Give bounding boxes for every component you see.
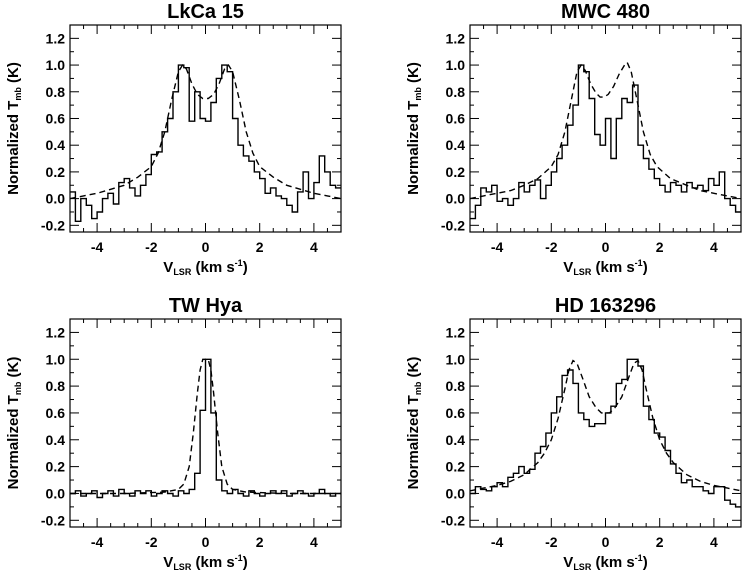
y-tick-label: 1.2 <box>446 324 466 340</box>
y-tick-label: 0.2 <box>446 459 466 475</box>
x-axis-label: VLSR (km s-1) <box>563 553 647 572</box>
y-tick-label: 0.4 <box>446 432 466 448</box>
panel-title: HD 163296 <box>555 295 656 317</box>
y-tick-label: 0.6 <box>46 110 66 126</box>
x-tick-label: 4 <box>310 534 318 550</box>
x-tick-label: -4 <box>491 239 504 255</box>
model-dashed-line <box>70 358 341 495</box>
y-tick-label: 1.0 <box>446 57 466 73</box>
plot-area <box>470 358 741 508</box>
y-tick-label: 0.4 <box>46 432 66 448</box>
x-tick-label: 0 <box>202 239 210 255</box>
y-tick-label: -0.2 <box>41 512 65 528</box>
y-tick-label: -0.2 <box>441 217 465 233</box>
plot-frame <box>69 24 342 233</box>
observed-spectrum-line <box>70 64 341 222</box>
y-tick-label: 1.2 <box>46 30 66 46</box>
y-tick-label: 0.4 <box>446 137 466 153</box>
plot-area <box>470 61 741 220</box>
y-tick-label: 1.0 <box>46 57 66 73</box>
y-tick-label: 1.0 <box>46 351 66 367</box>
x-tick-label: -4 <box>91 239 104 255</box>
x-tick-label: -4 <box>491 534 504 550</box>
model-dashed-line <box>470 359 741 492</box>
y-tick-label: 0.0 <box>46 485 66 501</box>
panel-title: MWC 480 <box>561 1 650 23</box>
x-axis-label: VLSR (km s-1) <box>163 553 247 572</box>
model-dashed-line <box>70 63 341 200</box>
panel-twhya: TW Hya -4 -2 0 2 4 -0.2 0.0 0.2 0.4 0.6 0.8 1.0 1.2 VL… <box>5 295 342 572</box>
x-tick-label: 4 <box>310 239 318 255</box>
y-tick-label: 0.6 <box>446 405 466 421</box>
panel-title: LkCa 15 <box>167 1 244 23</box>
y-tick-label: 0.4 <box>46 137 66 153</box>
x-tick-label: 0 <box>602 534 610 550</box>
x-axis-label: VLSR (km s-1) <box>563 258 647 277</box>
y-tick-label: 1.2 <box>446 30 466 46</box>
y-tick-label: 0.6 <box>446 110 466 126</box>
y-axis-label: Normalized Tmb (K) <box>5 357 23 490</box>
x-tick-label: -4 <box>91 534 104 550</box>
y-tick-label: 0.0 <box>46 191 66 207</box>
x-tick-label: -2 <box>145 534 158 550</box>
y-tick-label: 0.2 <box>46 164 66 180</box>
y-tick-label: 0.0 <box>446 485 466 501</box>
panel-hd163296: HD 163296 -4 -2 0 2 4 -0.2 0.0 0.2 0.4 0.6 0.8 1.0 1.… <box>405 295 742 572</box>
y-tick-label: 0.2 <box>446 164 466 180</box>
y-tick-label: 1.0 <box>446 351 466 367</box>
plot-area <box>70 358 341 499</box>
x-axis-label: VLSR (km s-1) <box>163 258 247 277</box>
x-tick-label: -2 <box>545 534 558 550</box>
x-tick-label: 2 <box>656 534 664 550</box>
observed-spectrum-line <box>70 358 341 499</box>
y-axis-label: Normalized Tmb (K) <box>405 62 423 195</box>
x-tick-label: 2 <box>656 239 664 255</box>
y-tick-label: 0.8 <box>446 84 466 100</box>
y-tick-label: -0.2 <box>41 217 65 233</box>
x-tick-label: 4 <box>710 534 718 550</box>
y-tick-label: 0.0 <box>446 191 466 207</box>
panel-mwc480: MWC 480 -4 -2 0 2 4 -0.2 0.0 0.2 0.4 0.6 0.8 1.0 1.2 V… <box>405 1 742 277</box>
plot-frame <box>69 318 342 528</box>
panel-lkca15: LkCa 15 -4 -2 0 2 4 -0.2 0.0 0.2 0.4 0.6 0.8 1.0 1.2 V… <box>5 1 342 277</box>
y-tick-label: 0.8 <box>46 84 66 100</box>
observed-spectrum-line <box>470 358 741 508</box>
x-tick-label: 2 <box>256 239 264 255</box>
x-tick-label: 2 <box>256 534 264 550</box>
x-tick-label: 0 <box>602 239 610 255</box>
y-tick-label: 0.8 <box>446 378 466 394</box>
x-tick-label: 4 <box>710 239 718 255</box>
y-tick-label: 0.2 <box>46 459 66 475</box>
y-tick-label: 0.6 <box>46 405 66 421</box>
y-tick-label: 1.2 <box>46 324 66 340</box>
x-tick-label: 0 <box>202 534 210 550</box>
plot-area <box>70 63 341 222</box>
x-tick-label: -2 <box>145 239 158 255</box>
y-tick-label: 0.8 <box>46 378 66 394</box>
model-dashed-line <box>470 61 741 200</box>
x-tick-label: -2 <box>545 239 558 255</box>
y-tick-label: -0.2 <box>441 512 465 528</box>
panel-title: TW Hya <box>169 295 243 317</box>
observed-spectrum-line <box>470 64 741 220</box>
y-axis-label: Normalized Tmb (K) <box>5 62 23 195</box>
y-axis-label: Normalized Tmb (K) <box>405 357 423 490</box>
